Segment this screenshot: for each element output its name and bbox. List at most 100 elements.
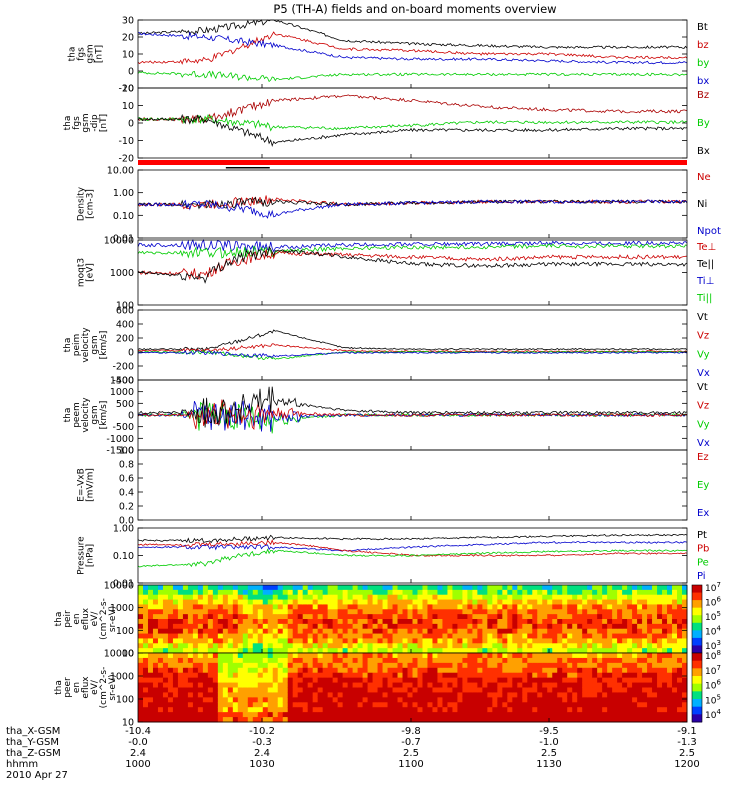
heatmap-cell	[492, 599, 498, 605]
heatmap-cell	[677, 633, 683, 639]
heatmap-cell	[412, 638, 418, 644]
heatmap-cell	[667, 677, 673, 684]
heatmap-cell	[207, 653, 214, 659]
heatmap-cell	[407, 623, 413, 630]
heatmap-cell	[197, 599, 204, 605]
x-axis-value: -9.5	[539, 726, 559, 737]
heatmap-cell	[192, 638, 199, 644]
heatmap-cell	[602, 677, 608, 684]
heatmap-cell	[207, 628, 214, 635]
heatmap-cell	[482, 628, 488, 635]
heatmap-cell	[138, 672, 144, 679]
heatmap-cell	[392, 677, 399, 684]
heatmap-cell	[237, 638, 244, 644]
heatmap-cell	[347, 662, 354, 669]
heatmap-cell	[432, 707, 438, 713]
heatmap-cell	[592, 682, 598, 688]
heatmap-cell	[392, 619, 399, 625]
x-axis-value: -9.1	[677, 726, 697, 737]
heatmap-cell	[422, 599, 428, 605]
heatmap-cell	[647, 702, 653, 708]
heatmap-cell	[327, 619, 334, 625]
heatmap-cell	[672, 697, 678, 703]
heatmap-cell	[277, 657, 284, 664]
heatmap-cell	[437, 667, 443, 674]
heatmap-cell	[517, 697, 523, 703]
heatmap-cell	[347, 599, 354, 605]
heatmap-cell	[277, 687, 284, 693]
heatmap-cell	[187, 609, 194, 615]
heatmap-cell	[177, 614, 184, 620]
y-axis-label-line: tha	[63, 338, 73, 353]
heatmap-cell	[562, 702, 568, 708]
heatmap-cell	[347, 604, 354, 610]
heatmap-cell	[157, 677, 164, 684]
heatmap-cell	[657, 589, 663, 596]
heatmap-cell	[237, 628, 244, 635]
heatmap-cell	[512, 667, 518, 674]
heatmap-cell	[437, 682, 443, 688]
heatmap-cell	[267, 628, 274, 635]
heatmap-cell	[297, 682, 304, 688]
heatmap-cell	[212, 633, 219, 639]
heatmap-cell	[217, 619, 224, 625]
heatmap-cell	[172, 633, 179, 639]
heatmap-cell	[357, 697, 364, 703]
heatmap-cell	[477, 614, 483, 620]
heatmap-cell	[352, 628, 359, 635]
heatmap-cell	[467, 585, 473, 591]
heatmap-cell	[167, 717, 174, 723]
heatmap-cell	[397, 633, 404, 639]
heatmap-cell	[457, 672, 463, 679]
heatmap-cell	[402, 623, 409, 630]
heatmap-cell	[582, 614, 588, 620]
heatmap-cell	[517, 628, 523, 635]
heatmap-cell	[242, 682, 249, 688]
heatmap-cell	[437, 609, 443, 615]
heatmap-cell	[437, 677, 443, 684]
heatmap-cell	[332, 594, 339, 601]
heatmap-cell	[387, 653, 394, 659]
heatmap-cell	[582, 599, 588, 605]
heatmap-cell	[142, 667, 149, 674]
heatmap-cell	[617, 604, 623, 610]
heatmap-cell	[282, 638, 289, 644]
heatmap-cell	[377, 648, 384, 654]
heatmap-cell	[492, 697, 498, 703]
heatmap-cell	[227, 707, 234, 713]
heatmap-cell	[587, 697, 593, 703]
y-axis-label: Density [cm-3]	[77, 186, 96, 221]
heatmap-cell	[217, 687, 224, 693]
heatmap-cell	[592, 692, 598, 698]
heatmap-cell	[612, 707, 618, 713]
heatmap-cell	[417, 604, 423, 610]
heatmap-cell	[657, 667, 663, 674]
heatmap-cell	[377, 707, 384, 713]
heatmap-cell	[577, 702, 583, 708]
heatmap-cell	[527, 614, 533, 620]
heatmap-cell	[312, 653, 319, 659]
heatmap-cell	[312, 662, 319, 669]
heatmap-cell	[212, 614, 219, 620]
heatmap-cell	[197, 682, 204, 688]
heatmap-cell	[662, 667, 668, 674]
heatmap-cell	[472, 707, 478, 713]
heatmap-cell	[167, 638, 174, 644]
heatmap-cell	[412, 594, 418, 601]
heatmap-cell	[302, 687, 309, 693]
heatmap-cell	[592, 633, 598, 639]
heatmap-cell	[602, 623, 608, 630]
heatmap-cell	[547, 697, 553, 703]
heatmap-cell	[447, 628, 453, 635]
heatmap-cell	[172, 707, 179, 713]
heatmap-cell	[277, 643, 284, 649]
heatmap-cell	[592, 614, 598, 620]
heatmap-cell	[337, 633, 344, 639]
heatmap-cell	[182, 628, 189, 635]
heatmap-cell	[472, 682, 478, 688]
heatmap-cell	[377, 623, 384, 630]
heatmap-cell	[422, 623, 428, 630]
heatmap-cell	[572, 589, 578, 596]
heatmap-cell	[332, 638, 339, 644]
heatmap-cell	[662, 717, 668, 723]
